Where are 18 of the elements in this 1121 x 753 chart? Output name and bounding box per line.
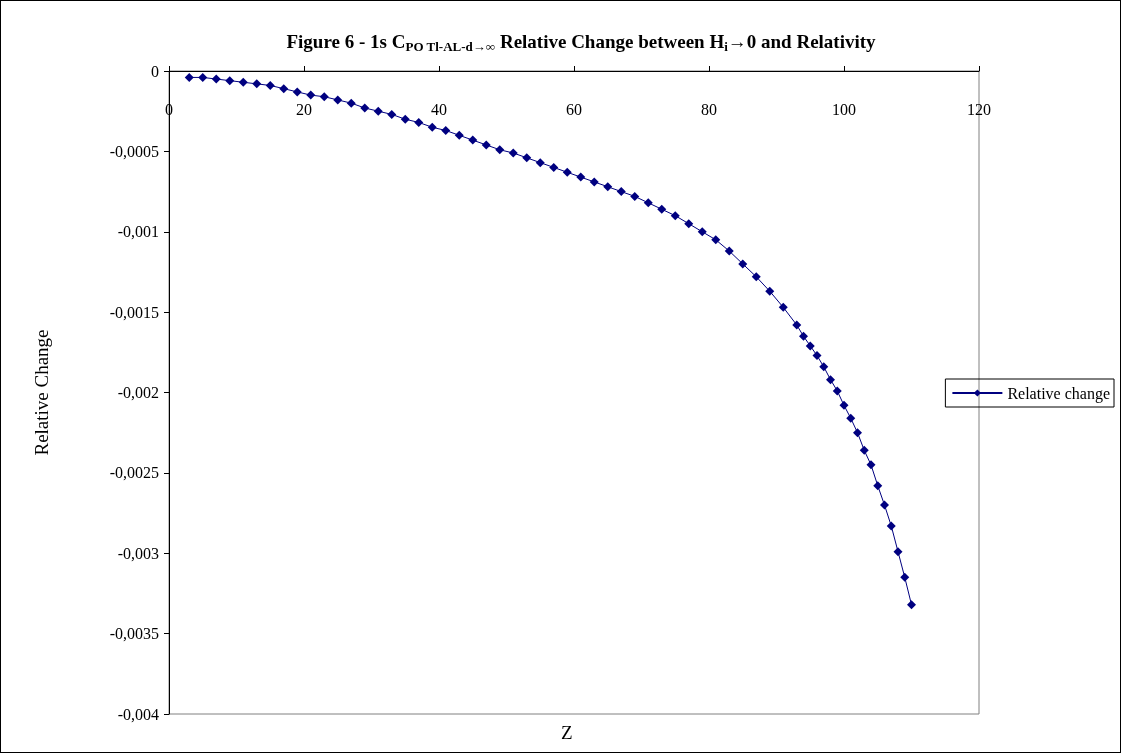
x-tick-label: 80 [701, 100, 717, 118]
y-tick-label: -0,003 [117, 544, 159, 562]
x-axis-title: Z [561, 722, 573, 743]
y-tick-label: -0,0015 [109, 303, 159, 321]
y-tick-label: -0,004 [117, 705, 159, 723]
y-axis-title: Relative Change [31, 329, 52, 456]
y-tick-label: -0,0035 [109, 625, 159, 643]
legend-label: Relative change [1007, 384, 1111, 403]
x-tick-label: 40 [431, 100, 447, 118]
y-tick-label: 0 [151, 62, 159, 80]
y-tick-label: -0,0005 [109, 142, 159, 160]
y-tick-label: -0,001 [117, 223, 159, 241]
x-tick-label: 20 [296, 100, 312, 118]
y-tick-label: -0,0025 [109, 464, 159, 482]
x-tick-label: 120 [967, 100, 991, 118]
x-tick-label: 100 [832, 100, 856, 118]
y-tick-label: -0,002 [117, 384, 159, 401]
x-tick-label: 60 [566, 100, 582, 118]
